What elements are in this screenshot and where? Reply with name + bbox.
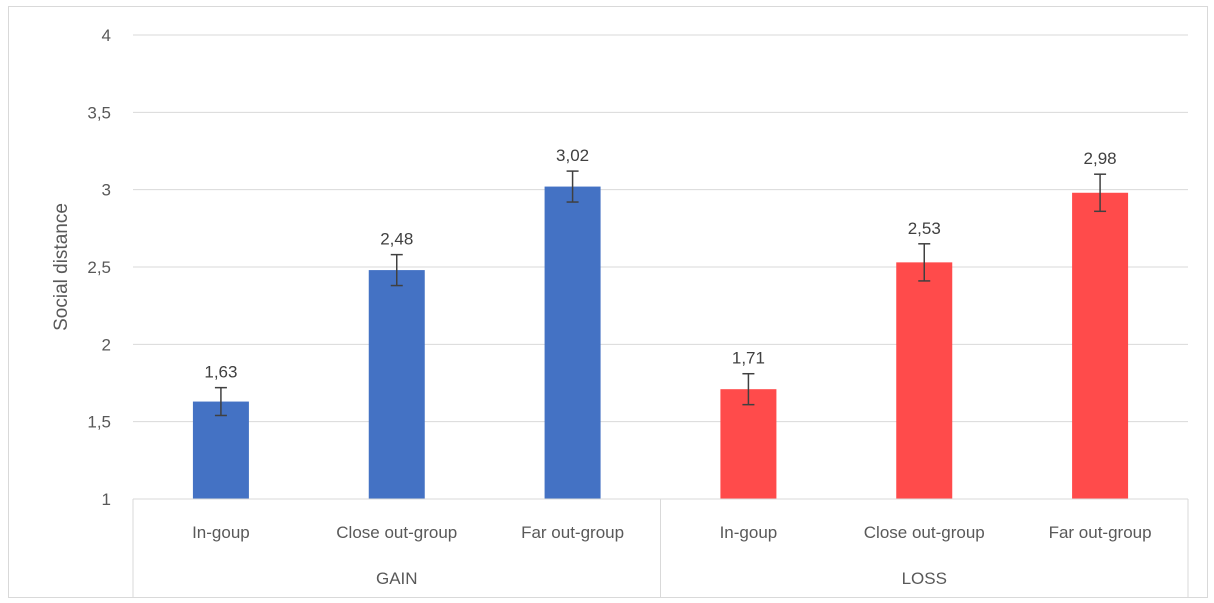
data-label: 1,63 (204, 363, 237, 382)
x-category-label: In-goup (720, 523, 778, 542)
data-label: 2,48 (380, 230, 413, 249)
x-category-label: In-goup (192, 523, 250, 542)
data-label: 2,98 (1084, 149, 1117, 168)
y-axis-ticks: 1 1,5 2 2,5 3 3,5 4 (87, 26, 111, 509)
x-category-label: Far out-group (521, 523, 624, 542)
error-bars (214, 170, 1107, 417)
bar (192, 401, 249, 499)
y-tick-label: 3 (102, 181, 111, 200)
data-label: 1,71 (732, 349, 765, 368)
bar (544, 186, 601, 499)
x-category-label: Close out-group (864, 523, 985, 542)
bars (192, 186, 1129, 499)
data-label: 3,02 (556, 146, 589, 165)
bar (368, 270, 425, 499)
y-tick-label: 4 (102, 26, 111, 45)
y-tick-label: 3,5 (87, 103, 111, 122)
x-category-label: Close out-group (336, 523, 457, 542)
data-label: 2,53 (908, 219, 941, 238)
gridlines (133, 34, 1188, 423)
y-tick-label: 1 (102, 490, 111, 509)
y-tick-label: 2 (102, 335, 111, 354)
y-tick-label: 2,5 (87, 258, 111, 277)
x-category-label: Far out-group (1049, 523, 1152, 542)
x-group-label: GAIN (376, 569, 418, 588)
bar (896, 262, 953, 499)
x-axis: In-goup Close out-group Far out-group GAIN I… (132, 498, 1189, 597)
data-labels: 1,63 2,48 3,02 1,71 2,53 2,98 (204, 146, 1116, 382)
bar (720, 389, 777, 499)
x-group-label: LOSS (902, 569, 947, 588)
y-axis-label: Social distance (51, 203, 72, 331)
bar (1072, 192, 1129, 499)
y-tick-label: 1,5 (87, 413, 111, 432)
